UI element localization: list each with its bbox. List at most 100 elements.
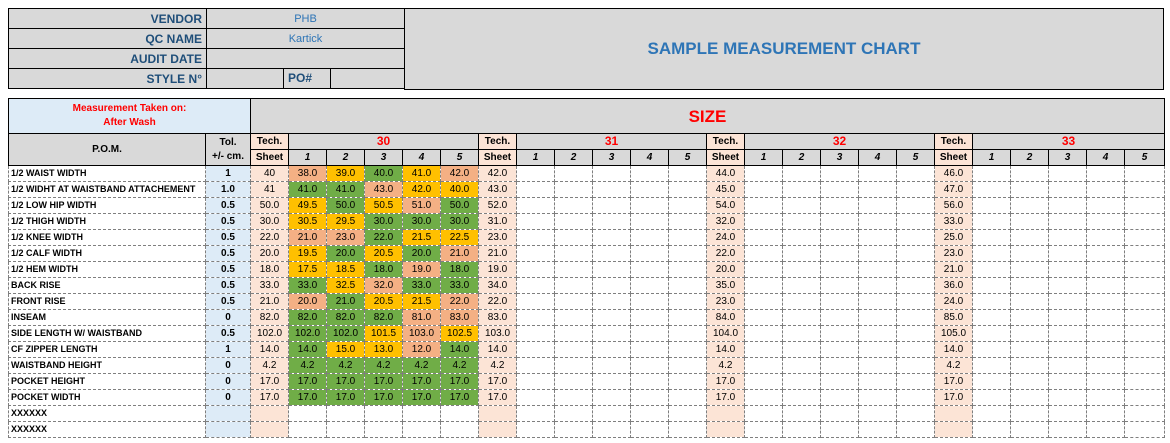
- po-value[interactable]: [331, 69, 404, 88]
- sample-cell[interactable]: [744, 197, 783, 214]
- sample-cell[interactable]: [1086, 293, 1125, 310]
- sample-cell[interactable]: [782, 357, 821, 374]
- tech-sheet-cell[interactable]: 21.0: [934, 261, 973, 278]
- sample-cell[interactable]: [630, 197, 669, 214]
- sample-cell[interactable]: [630, 309, 669, 326]
- sample-cell[interactable]: [364, 405, 403, 422]
- sample-cell[interactable]: [1048, 405, 1087, 422]
- tech-sheet-cell[interactable]: 82.0: [250, 309, 289, 326]
- sample-cell[interactable]: 22.0: [440, 293, 479, 310]
- sample-cell[interactable]: [744, 421, 783, 438]
- sample-cell[interactable]: [554, 405, 593, 422]
- sample-cell[interactable]: [1086, 405, 1125, 422]
- sample-cell[interactable]: [1124, 213, 1165, 230]
- tech-sheet-cell[interactable]: [934, 421, 973, 438]
- tech-sheet-cell[interactable]: 25.0: [934, 229, 973, 246]
- sample-cell[interactable]: [668, 357, 707, 374]
- sample-cell[interactable]: [896, 373, 935, 390]
- tech-sheet-cell[interactable]: 22.0: [250, 229, 289, 246]
- sample-cell[interactable]: [1124, 181, 1165, 198]
- qc-name-value[interactable]: Kartick: [206, 28, 405, 49]
- tech-sheet-cell[interactable]: 103.0: [478, 325, 517, 342]
- sample-cell[interactable]: [858, 373, 897, 390]
- sample-cell[interactable]: [1048, 309, 1087, 326]
- sample-cell[interactable]: [1086, 181, 1125, 198]
- sample-cell[interactable]: [1010, 357, 1049, 374]
- tech-sheet-cell[interactable]: 17.0: [706, 389, 745, 406]
- tech-sheet-cell[interactable]: [250, 405, 289, 422]
- sample-cell[interactable]: 42.0: [402, 181, 441, 198]
- style-value[interactable]: [207, 69, 284, 88]
- sample-cell[interactable]: [896, 181, 935, 198]
- sample-cell[interactable]: 17.0: [402, 389, 441, 406]
- sample-cell[interactable]: [744, 293, 783, 310]
- tech-sheet-cell[interactable]: 14.0: [478, 341, 517, 358]
- sample-cell[interactable]: 38.0: [288, 165, 327, 182]
- sample-cell[interactable]: [1048, 389, 1087, 406]
- sample-cell[interactable]: [820, 261, 859, 278]
- sample-cell[interactable]: 102.0: [326, 325, 365, 342]
- sample-cell[interactable]: 30.0: [364, 213, 403, 230]
- sample-cell[interactable]: [630, 181, 669, 198]
- tech-sheet-cell[interactable]: 50.0: [250, 197, 289, 214]
- sample-cell[interactable]: [630, 213, 669, 230]
- sample-cell[interactable]: [630, 357, 669, 374]
- tech-sheet-cell[interactable]: 40: [250, 165, 289, 182]
- sample-cell[interactable]: [858, 261, 897, 278]
- sample-cell[interactable]: [858, 181, 897, 198]
- sample-cell[interactable]: 4.2: [326, 357, 365, 374]
- sample-cell[interactable]: [858, 197, 897, 214]
- sample-cell[interactable]: 20.5: [364, 293, 403, 310]
- sample-cell[interactable]: [896, 213, 935, 230]
- sample-cell[interactable]: [1048, 181, 1087, 198]
- sample-cell[interactable]: [1048, 165, 1087, 182]
- sample-cell[interactable]: 82.0: [288, 309, 327, 326]
- sample-cell[interactable]: [744, 309, 783, 326]
- sample-cell[interactable]: [820, 405, 859, 422]
- sample-cell[interactable]: 32.5: [326, 277, 365, 294]
- sample-cell[interactable]: [744, 261, 783, 278]
- sample-cell[interactable]: [592, 213, 631, 230]
- tech-sheet-cell[interactable]: 4.2: [706, 357, 745, 374]
- tech-sheet-cell[interactable]: 84.0: [706, 309, 745, 326]
- sample-cell[interactable]: [554, 261, 593, 278]
- sample-cell[interactable]: [972, 181, 1011, 198]
- sample-cell[interactable]: 17.0: [402, 373, 441, 390]
- sample-cell[interactable]: 33.0: [402, 277, 441, 294]
- sample-cell[interactable]: 21.0: [288, 229, 327, 246]
- sample-cell[interactable]: [592, 181, 631, 198]
- sample-cell[interactable]: [858, 245, 897, 262]
- sample-cell[interactable]: 18.0: [364, 261, 403, 278]
- sample-cell[interactable]: [592, 309, 631, 326]
- sample-cell[interactable]: [820, 373, 859, 390]
- sample-cell[interactable]: [1124, 261, 1165, 278]
- sample-cell[interactable]: [668, 197, 707, 214]
- sample-cell[interactable]: [858, 309, 897, 326]
- tech-sheet-cell[interactable]: 85.0: [934, 309, 973, 326]
- sample-cell[interactable]: [668, 421, 707, 438]
- sample-cell[interactable]: 30.5: [288, 213, 327, 230]
- sample-cell[interactable]: 51.0: [402, 197, 441, 214]
- sample-cell[interactable]: [554, 309, 593, 326]
- sample-cell[interactable]: 17.0: [440, 373, 479, 390]
- sample-cell[interactable]: 17.0: [288, 389, 327, 406]
- sample-cell[interactable]: [820, 325, 859, 342]
- tech-sheet-cell[interactable]: 30.0: [250, 213, 289, 230]
- tech-sheet-cell[interactable]: 14.0: [250, 341, 289, 358]
- sample-cell[interactable]: [1086, 421, 1125, 438]
- tech-sheet-cell[interactable]: 19.0: [478, 261, 517, 278]
- sample-cell[interactable]: [554, 421, 593, 438]
- sample-cell[interactable]: [1124, 373, 1165, 390]
- sample-cell[interactable]: [972, 357, 1011, 374]
- sample-cell[interactable]: [554, 245, 593, 262]
- sample-cell[interactable]: [1010, 373, 1049, 390]
- sample-cell[interactable]: [1048, 261, 1087, 278]
- sample-cell[interactable]: [820, 357, 859, 374]
- sample-cell[interactable]: [554, 293, 593, 310]
- sample-cell[interactable]: [1048, 229, 1087, 246]
- sample-cell[interactable]: [630, 389, 669, 406]
- sample-cell[interactable]: 101.5: [364, 325, 403, 342]
- sample-cell[interactable]: [1010, 277, 1049, 294]
- tech-sheet-cell[interactable]: 36.0: [934, 277, 973, 294]
- sample-cell[interactable]: [592, 389, 631, 406]
